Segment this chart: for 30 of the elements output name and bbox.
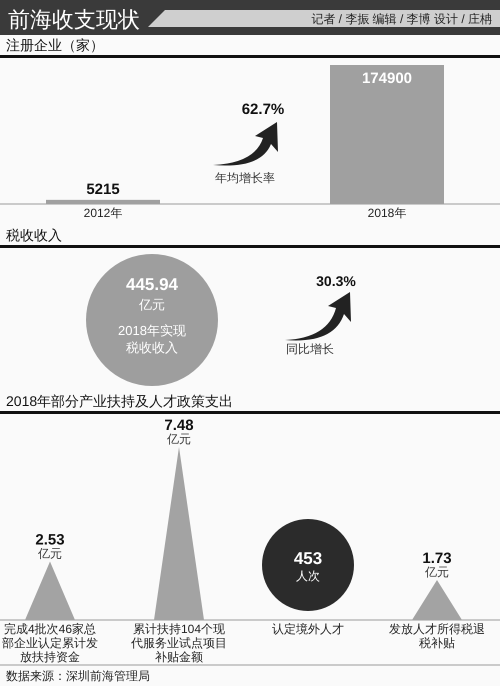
text: 亿元 <box>138 297 165 312</box>
text: 记者 / 李振 编辑 / 李博 设计 / 庄柟 <box>311 12 492 26</box>
text: 税收收入 <box>6 227 62 243</box>
text: 30.3% <box>316 273 356 289</box>
text: 同比增长 <box>286 342 334 356</box>
text: 445.94 <box>126 275 179 294</box>
category-label: 完成4批次46家总部企业认定累计发放扶持资金 <box>2 622 98 664</box>
chart-title: 注册企业（家） <box>6 37 104 53</box>
data-label: 174900 <box>362 70 412 87</box>
source-note: 数据来源：深圳前海管理局 <box>6 669 150 683</box>
category-label: 累计扶持104个现代服务业试点项目补贴金额 <box>130 622 227 664</box>
text: 亿元 <box>166 432 191 446</box>
text: 2018年实现 <box>118 323 186 338</box>
data-label: 453 <box>294 549 322 568</box>
category-label: 认定境外人才 <box>272 622 344 636</box>
data-label: 1.73 <box>422 550 452 567</box>
category-label: 发放人才所得税退税补贴 <box>389 622 485 650</box>
text: 人次 <box>296 569 320 583</box>
data-label: 7.48 <box>164 417 194 434</box>
text: 2018年部分产业扶持及人才政策支出 <box>6 393 234 409</box>
data-label: 2.53 <box>35 531 65 548</box>
text: 亿元 <box>424 564 449 579</box>
annotation: 年均增长率 <box>215 171 275 185</box>
data-label: 5215 <box>86 180 120 198</box>
x-tick-label: 2012年 <box>84 206 122 220</box>
text: 税收收入 <box>126 340 178 355</box>
text: 亿元 <box>37 546 62 560</box>
annotation: 62.7% <box>242 101 284 118</box>
x-tick-label: 2018年 <box>368 206 406 220</box>
text: 前海收支现状 <box>8 7 140 32</box>
